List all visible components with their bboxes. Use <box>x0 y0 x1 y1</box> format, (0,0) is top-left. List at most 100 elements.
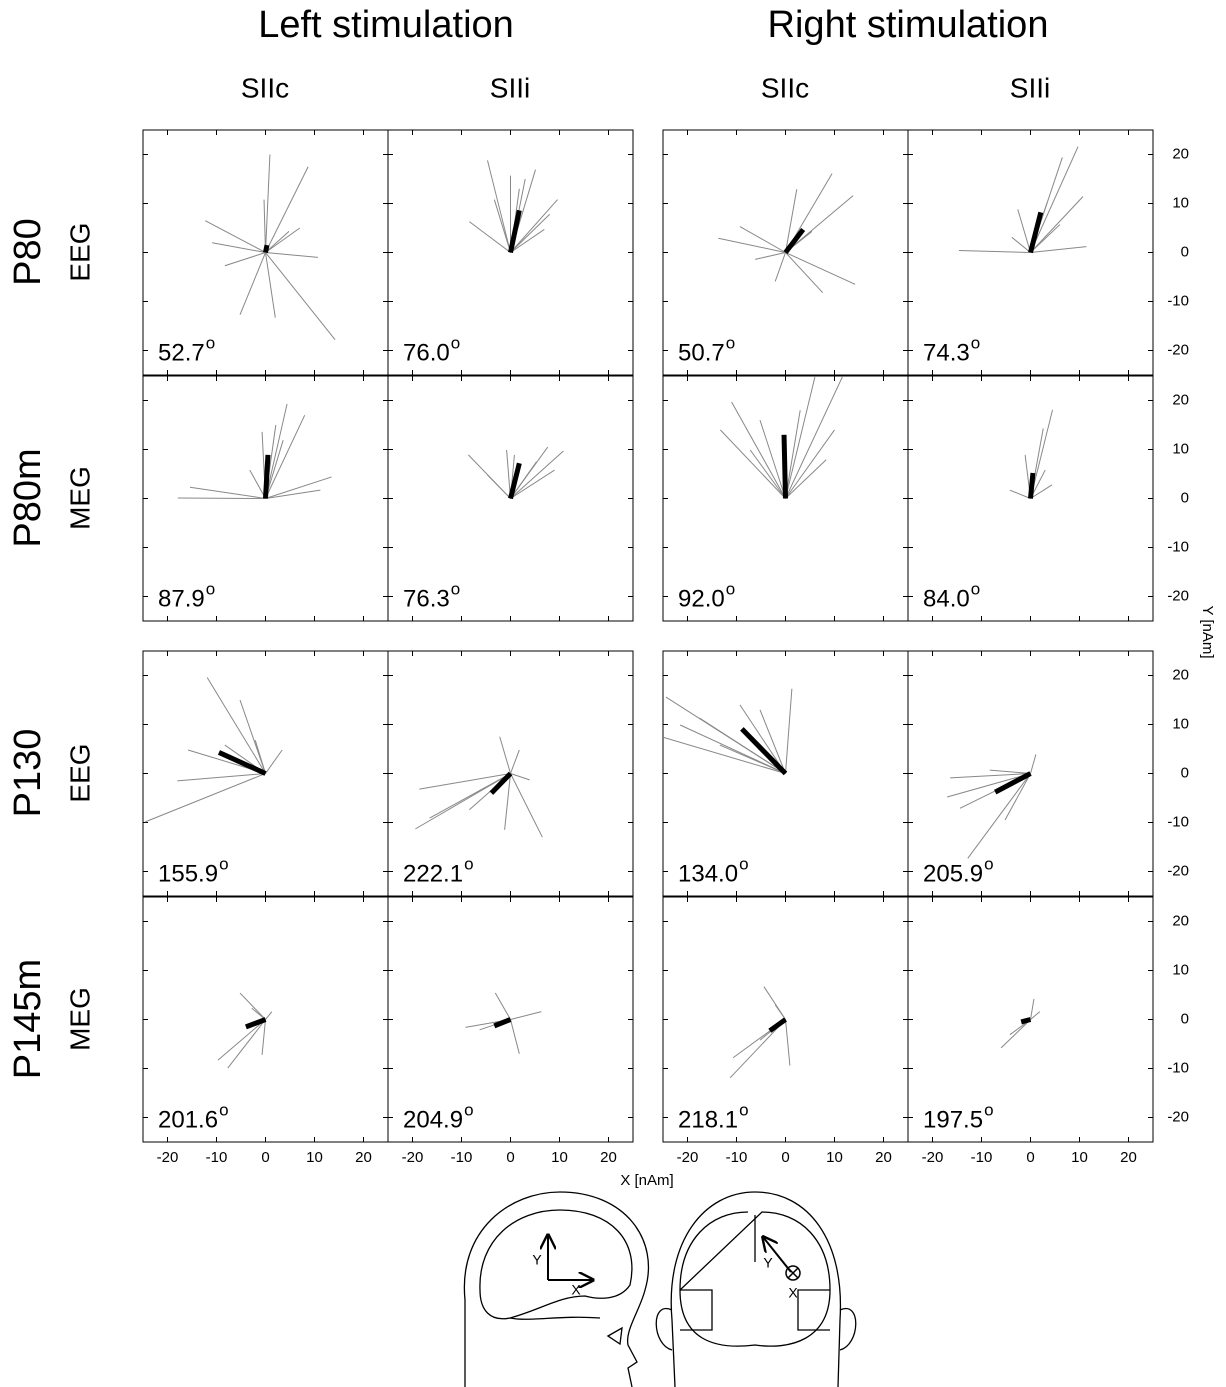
x-tick-label: 20 <box>875 1149 892 1166</box>
degree-mark: o <box>464 854 473 873</box>
angle-label: 50.7 <box>678 339 725 366</box>
mean-vector <box>784 435 785 499</box>
angle-label: 134.0 <box>678 860 738 887</box>
x-tick-label: -20 <box>402 1149 424 1166</box>
y-tick-label: -10 <box>1167 292 1189 309</box>
y-tick-label: 20 <box>1172 391 1189 408</box>
y-tick-label: 20 <box>1172 666 1189 683</box>
vector <box>786 689 792 774</box>
y-tick-label: 0 <box>1181 764 1189 781</box>
angle-label: 222.1 <box>403 860 463 887</box>
vector <box>740 227 786 253</box>
vector <box>1031 247 1087 253</box>
row-modality: EEG <box>64 222 95 281</box>
vector <box>786 1020 790 1066</box>
degree-mark: o <box>219 1100 228 1119</box>
vector <box>262 1020 265 1055</box>
figure: Y X Y X Left stimulationRight stimulatio… <box>0 0 1226 1387</box>
mean-vector <box>1031 473 1033 498</box>
vector <box>495 993 510 1019</box>
angle-label: 205.9 <box>923 860 983 887</box>
vector <box>177 774 265 781</box>
row-component: P130 <box>7 729 49 818</box>
vector <box>266 750 283 774</box>
vectors <box>469 160 557 252</box>
degree-mark: o <box>464 1100 473 1119</box>
angle-label: 84.0 <box>923 585 970 612</box>
y-tick-label: -10 <box>1167 1059 1189 1076</box>
vector <box>755 253 785 260</box>
column-title: SIIi <box>1010 72 1050 103</box>
vectors <box>468 447 563 498</box>
vector <box>959 251 1031 253</box>
vector <box>145 774 266 823</box>
row-component: P80m <box>7 448 49 547</box>
x-tick-label: -20 <box>157 1149 179 1166</box>
vectors <box>720 377 842 499</box>
row-modality: MEG <box>64 466 95 530</box>
vector <box>786 253 856 285</box>
y-tick-label: 20 <box>1172 145 1189 162</box>
degree-mark: o <box>219 854 228 873</box>
panel: -20-1001020218.1o <box>663 897 908 1166</box>
y-tick-label: -10 <box>1167 538 1189 555</box>
row-component: P80 <box>7 218 49 286</box>
vector <box>786 377 843 499</box>
vectors <box>959 147 1086 253</box>
head-label: X <box>788 1285 798 1301</box>
head-label: Y <box>763 1255 773 1271</box>
vector <box>266 477 332 499</box>
vectors <box>415 737 542 837</box>
mean-vector <box>494 1020 510 1026</box>
mean-vector <box>1021 1020 1030 1022</box>
y-tick-label: 10 <box>1172 961 1189 978</box>
y-tick-label: 0 <box>1181 243 1189 260</box>
mean-vector <box>266 245 267 252</box>
panel: -20-1001020201.6o <box>143 897 388 1166</box>
vector <box>786 460 827 499</box>
y-tick-label: 10 <box>1172 440 1189 457</box>
vector <box>700 718 786 773</box>
vector <box>1031 147 1079 253</box>
x-tick-label: 0 <box>1026 1149 1034 1166</box>
x-tick-label: 20 <box>355 1149 372 1166</box>
y-tick-label: -20 <box>1167 341 1189 358</box>
y-tick-label: 0 <box>1181 489 1189 506</box>
vectors <box>663 689 792 774</box>
vector <box>1031 754 1036 773</box>
vector <box>750 450 785 499</box>
y-axis-label: Y [nAm] <box>1199 605 1216 658</box>
degree-mark: o <box>739 854 748 873</box>
panel: 52.7o <box>143 130 388 375</box>
vector <box>240 253 265 315</box>
angle-label: 52.7 <box>158 339 205 366</box>
vector <box>218 1020 266 1061</box>
degree-mark: o <box>984 1100 993 1119</box>
angle-label: 197.5 <box>923 1106 983 1133</box>
vector <box>990 770 1031 773</box>
panel: -20-1001020-20-1001020197.5o <box>908 897 1189 1166</box>
vector <box>266 231 290 252</box>
vectors <box>1001 999 1040 1048</box>
row-modality: MEG <box>64 987 95 1051</box>
x-tick-label: -10 <box>726 1149 748 1166</box>
vector <box>1012 237 1031 252</box>
vectors <box>205 155 335 340</box>
vector <box>266 167 309 253</box>
vector <box>225 253 266 266</box>
angle-label: 155.9 <box>158 860 218 887</box>
mean-vector <box>219 752 266 773</box>
y-tick-label: 20 <box>1172 912 1189 929</box>
column-title: SIIc <box>241 72 289 103</box>
vectors <box>178 404 332 499</box>
x-tick-label: -10 <box>206 1149 228 1166</box>
degree-mark: o <box>739 1100 748 1119</box>
angle-label: 201.6 <box>158 1106 218 1133</box>
vector <box>786 253 823 293</box>
x-tick-label: 10 <box>551 1149 568 1166</box>
angle-label: 76.3 <box>403 585 450 612</box>
angle-label: 74.3 <box>923 339 970 366</box>
vector <box>487 160 510 252</box>
